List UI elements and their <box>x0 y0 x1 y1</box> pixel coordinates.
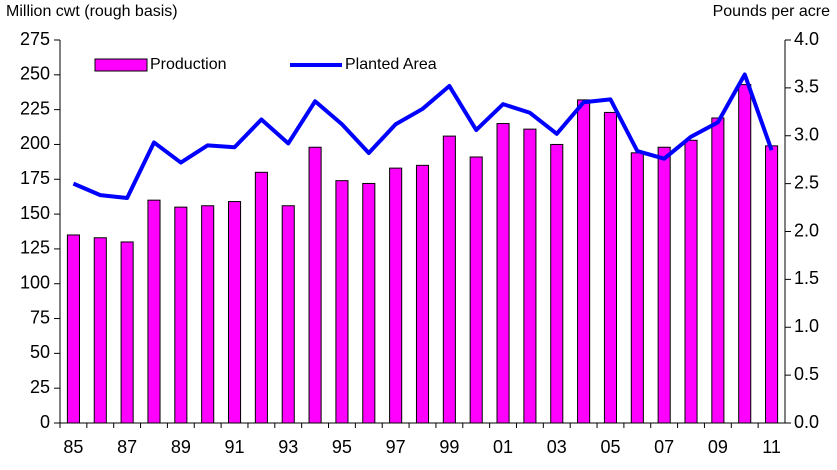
x-tick-label: 97 <box>386 437 406 457</box>
x-tick-label: 11 <box>762 437 781 457</box>
y-tick-label: 275 <box>20 29 50 49</box>
bar <box>66 234 80 424</box>
y-tick-label: 25 <box>30 377 50 397</box>
bar <box>550 143 564 424</box>
bar <box>389 167 403 424</box>
line <box>72 72 774 200</box>
y2-tick-label: 2.5 <box>794 172 819 192</box>
bar <box>335 180 349 424</box>
bar <box>469 156 483 424</box>
y2-tick-label: 4.0 <box>794 29 819 49</box>
bar <box>523 128 537 424</box>
bar <box>711 117 725 424</box>
bar <box>415 164 430 424</box>
y-axis-title: Million cwt (rough basis) <box>6 3 178 20</box>
bar <box>442 135 456 424</box>
x-tick-label: 91 <box>225 437 245 457</box>
x-tick-label: 95 <box>332 437 352 457</box>
y-tick-label: 100 <box>20 272 50 292</box>
bar <box>174 206 188 424</box>
y-tick-label: 125 <box>20 238 50 258</box>
bar <box>201 205 215 424</box>
x-tick-label: 09 <box>708 437 728 457</box>
bar <box>684 139 698 424</box>
y-tick-label: 50 <box>30 342 50 362</box>
bar <box>254 171 268 424</box>
bar <box>577 99 591 424</box>
x-tick-label: 89 <box>171 437 191 457</box>
bar <box>120 241 134 424</box>
x-tick-label: 87 <box>117 437 137 457</box>
legend-label: Planted Area <box>345 56 437 73</box>
x-tick-label: 07 <box>654 437 674 457</box>
y2-tick-label: 3.0 <box>794 125 819 145</box>
y2-axis-title: Pounds per acre <box>713 3 831 20</box>
bar <box>362 182 376 424</box>
legend-swatch <box>94 58 148 72</box>
y-tick-label: 75 <box>30 307 50 327</box>
x-tick-label: 93 <box>278 437 298 457</box>
bar <box>93 237 107 424</box>
y-tick-label: 225 <box>20 98 50 118</box>
y2-tick-label: 3.5 <box>794 77 819 97</box>
x-tick-label: 03 <box>547 437 567 457</box>
bar <box>738 84 752 424</box>
bar <box>630 152 644 424</box>
y2-tick-label: 1.0 <box>794 316 819 336</box>
y-tick-label: 175 <box>20 168 50 188</box>
x-tick-label: 85 <box>63 437 83 457</box>
y2-tick-label: 2.0 <box>794 220 819 240</box>
y2-tick-label: 1.5 <box>794 268 819 288</box>
bar <box>765 145 779 424</box>
y-tick-label: 0 <box>40 412 50 432</box>
bar <box>147 199 161 424</box>
bar <box>227 201 242 424</box>
x-tick-label: 99 <box>439 437 459 457</box>
y2-tick-label: 0.0 <box>794 412 819 432</box>
x-tick-label: 05 <box>600 437 620 457</box>
bar <box>603 111 618 424</box>
bar <box>281 205 295 424</box>
legend-label: Production <box>150 56 227 73</box>
y-tick-label: 200 <box>20 133 50 153</box>
bar <box>308 146 322 424</box>
y-tick-label: 250 <box>20 64 50 84</box>
y2-tick-label: 0.5 <box>794 364 819 384</box>
bar <box>496 123 510 424</box>
y-tick-label: 150 <box>20 203 50 223</box>
bar <box>657 146 671 424</box>
x-tick-label: 01 <box>493 437 513 457</box>
